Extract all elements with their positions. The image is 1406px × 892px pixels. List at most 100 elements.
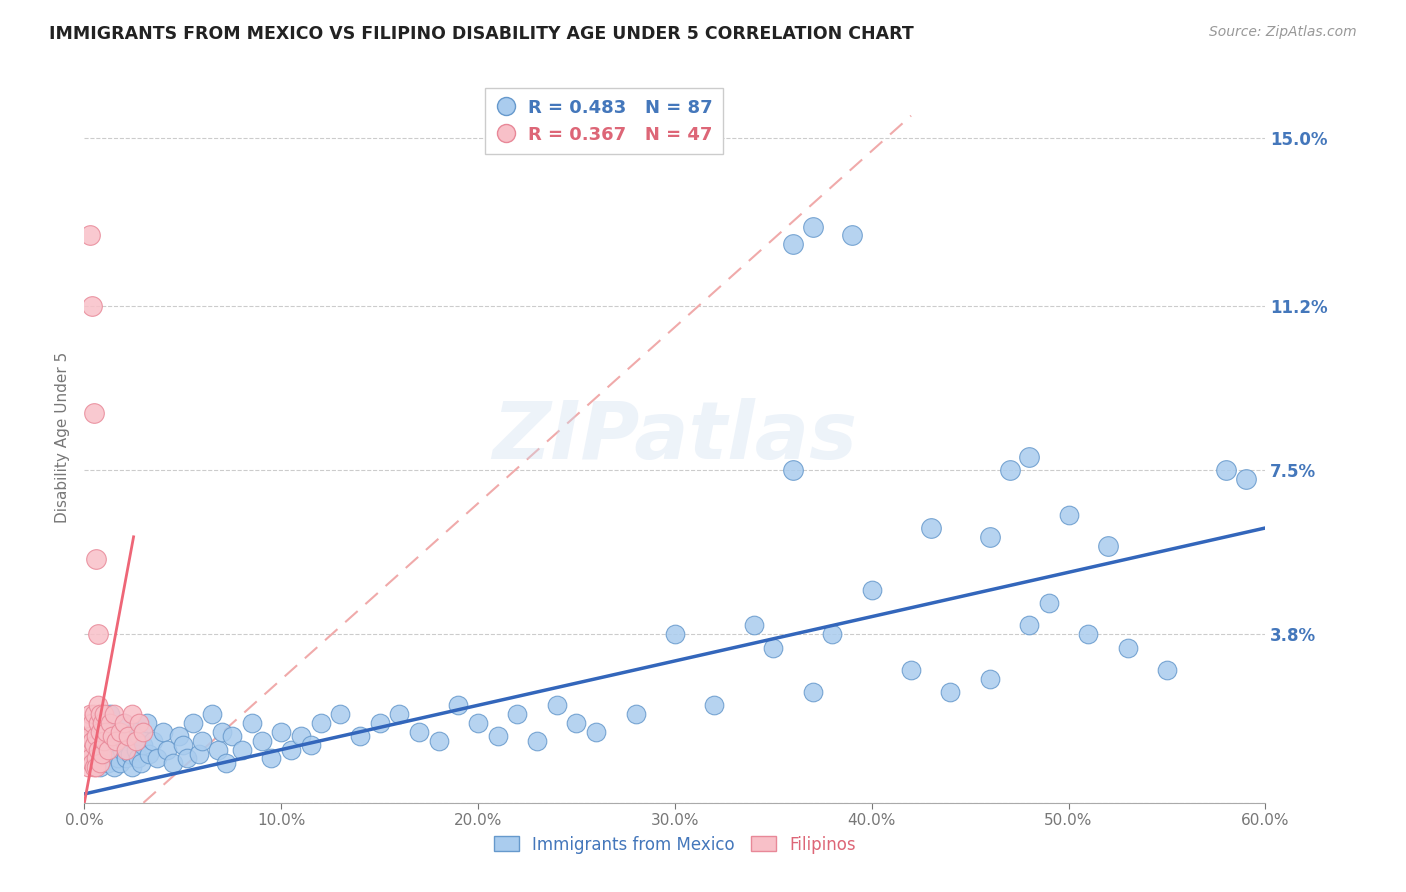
- Point: [447, 698, 470, 713]
- Point: [142, 733, 165, 747]
- Point: [860, 582, 883, 597]
- Point: [138, 747, 160, 761]
- Point: [486, 729, 509, 743]
- Point: [77, 760, 100, 774]
- Point: [270, 724, 292, 739]
- Point: [427, 733, 450, 747]
- Point: [132, 738, 155, 752]
- Point: [77, 742, 100, 756]
- Point: [349, 729, 371, 743]
- Point: [121, 707, 143, 722]
- Point: [162, 756, 184, 770]
- Point: [128, 729, 150, 743]
- Point: [114, 751, 136, 765]
- Point: [231, 742, 253, 756]
- Point: [900, 663, 922, 677]
- Point: [1097, 539, 1119, 553]
- Point: [920, 521, 942, 535]
- Point: [87, 627, 110, 641]
- Point: [104, 733, 127, 747]
- Point: [167, 729, 190, 743]
- Point: [998, 463, 1021, 477]
- Point: [979, 530, 1001, 544]
- Point: [93, 733, 115, 747]
- Point: [801, 219, 824, 234]
- Point: [98, 707, 121, 722]
- Point: [101, 747, 124, 761]
- Point: [172, 738, 194, 752]
- Point: [111, 742, 134, 756]
- Point: [84, 552, 107, 566]
- Point: [299, 738, 322, 752]
- Point: [89, 724, 111, 739]
- Point: [98, 733, 121, 747]
- Point: [1018, 618, 1040, 632]
- Point: [83, 760, 105, 774]
- Point: [156, 742, 179, 756]
- Point: [93, 707, 115, 722]
- Point: [83, 738, 105, 752]
- Point: [89, 707, 111, 722]
- Point: [1116, 640, 1139, 655]
- Point: [82, 716, 104, 731]
- Point: [87, 742, 110, 756]
- Point: [103, 760, 125, 774]
- Point: [79, 228, 101, 243]
- Point: [801, 685, 824, 699]
- Point: [97, 742, 120, 756]
- Point: [108, 729, 131, 743]
- Point: [506, 707, 529, 722]
- Point: [121, 760, 143, 774]
- Point: [467, 716, 489, 731]
- Point: [546, 698, 568, 713]
- Point: [84, 751, 107, 765]
- Point: [107, 751, 129, 765]
- Point: [762, 640, 785, 655]
- Point: [83, 707, 105, 722]
- Point: [117, 733, 139, 747]
- Point: [101, 729, 124, 743]
- Point: [112, 716, 135, 731]
- Y-axis label: Disability Age Under 5: Disability Age Under 5: [55, 351, 70, 523]
- Point: [841, 228, 863, 243]
- Point: [1038, 596, 1060, 610]
- Point: [221, 729, 243, 743]
- Point: [84, 729, 107, 743]
- Point: [136, 716, 159, 731]
- Point: [79, 729, 101, 743]
- Point: [191, 733, 214, 747]
- Point: [91, 716, 114, 731]
- Point: [329, 707, 352, 722]
- Point: [112, 716, 135, 731]
- Text: ZIPatlas: ZIPatlas: [492, 398, 858, 476]
- Point: [91, 747, 114, 761]
- Point: [782, 237, 804, 252]
- Point: [703, 698, 725, 713]
- Point: [79, 707, 101, 722]
- Point: [75, 729, 97, 743]
- Point: [108, 756, 131, 770]
- Point: [131, 756, 153, 770]
- Point: [250, 733, 273, 747]
- Point: [124, 733, 146, 747]
- Point: [1018, 450, 1040, 464]
- Point: [368, 716, 391, 731]
- Point: [207, 742, 229, 756]
- Point: [388, 707, 411, 722]
- Point: [124, 742, 146, 756]
- Point: [260, 751, 283, 765]
- Point: [240, 716, 263, 731]
- Point: [742, 618, 765, 632]
- Point: [1057, 508, 1080, 522]
- Point: [104, 738, 127, 752]
- Point: [128, 716, 150, 731]
- Legend: Immigrants from Mexico, Filipinos: Immigrants from Mexico, Filipinos: [486, 829, 863, 860]
- Point: [1215, 463, 1237, 477]
- Point: [117, 729, 139, 743]
- Point: [585, 724, 607, 739]
- Point: [1156, 663, 1178, 677]
- Point: [82, 733, 104, 747]
- Point: [280, 742, 302, 756]
- Point: [89, 756, 111, 770]
- Point: [89, 760, 111, 774]
